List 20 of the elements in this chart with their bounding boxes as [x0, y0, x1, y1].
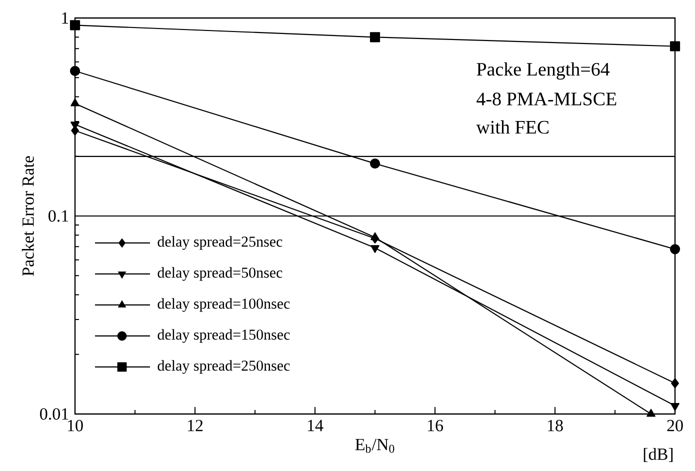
- x-axis-title: E$_{b}$/N$_{0}$: [355, 438, 394, 453]
- x-tick-label: 20: [667, 420, 683, 432]
- legend-label: delay spread=250nsec: [158, 360, 290, 374]
- legend-label: delay spread=25nsec: [158, 236, 282, 250]
- x-tick-label: 10: [68, 420, 83, 432]
- legend-label: delay spread=150nsec: [158, 329, 290, 343]
- y-tick-label: 1: [62, 12, 68, 24]
- text: [dB]: [644, 448, 673, 462]
- y-axis-title: Packet Error Rate: [22, 156, 34, 276]
- annotation: 4-8 PMA-MLSCE: [476, 92, 616, 106]
- x-tick-label: 18: [548, 420, 563, 432]
- legend-label: delay spread=50nsec: [158, 267, 282, 281]
- x-tick-label: 12: [188, 420, 203, 432]
- x-tick-label: 16: [428, 420, 444, 432]
- y-tick-label: 0.01: [40, 408, 68, 420]
- annotation: with FEC: [476, 120, 549, 134]
- y-tick-label: 0.1: [48, 210, 68, 222]
- x-tick-label: 14: [308, 420, 324, 432]
- annotation: Packe Length=64: [476, 62, 610, 80]
- legend-label: delay spread=100nsec: [158, 298, 290, 312]
